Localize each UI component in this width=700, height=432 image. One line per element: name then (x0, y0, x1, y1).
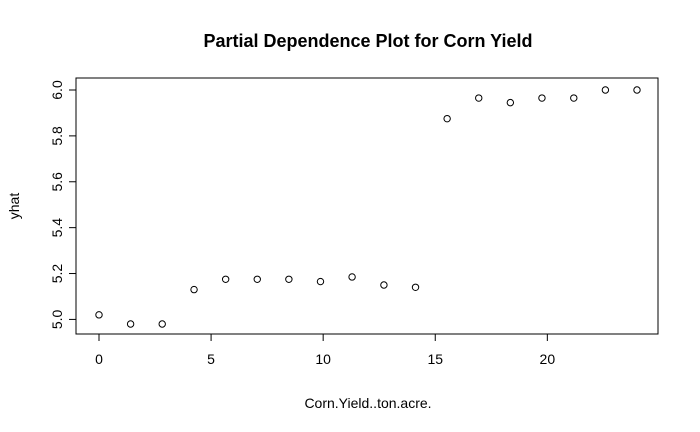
data-points (95, 86, 641, 328)
x-axis: 0 5 10 15 20 (95, 334, 555, 367)
y-tick-label: 6.0 (49, 80, 65, 100)
y-tick-label: 5.4 (49, 218, 65, 238)
chart-title: Partial Dependence Plot for Corn Yield (203, 31, 532, 51)
x-tick-label: 0 (95, 351, 103, 367)
x-tick-label: 5 (207, 351, 215, 367)
data-point (538, 94, 546, 102)
y-tick-label: 5.2 (49, 264, 65, 284)
data-point (316, 277, 325, 286)
data-point (285, 275, 293, 283)
y-axis: 5.0 5.2 5.4 5.6 5.8 6.0 (49, 80, 76, 329)
y-tick-label: 5.0 (49, 309, 65, 329)
x-tick-label: 15 (427, 351, 443, 367)
x-tick-label: 10 (315, 351, 331, 367)
data-point (601, 86, 610, 94)
plot-frame (75, 77, 659, 335)
data-point (95, 311, 103, 319)
data-point (221, 275, 230, 283)
data-point (411, 283, 420, 291)
data-point (253, 275, 261, 283)
data-point (475, 94, 483, 102)
data-point (158, 320, 166, 328)
y-tick-label: 5.6 (49, 172, 65, 192)
data-point (506, 98, 515, 107)
data-point (380, 281, 388, 289)
y-tick-label: 5.8 (49, 126, 65, 146)
data-point (126, 320, 135, 328)
data-point (190, 285, 198, 294)
data-point (348, 273, 356, 281)
x-axis-label: Corn.Yield..ton.acre. (304, 395, 431, 411)
y-axis-label: yhat (6, 193, 22, 220)
x-tick-label: 20 (540, 351, 556, 367)
data-point (570, 94, 578, 102)
data-point (443, 114, 451, 123)
data-point (633, 86, 641, 94)
